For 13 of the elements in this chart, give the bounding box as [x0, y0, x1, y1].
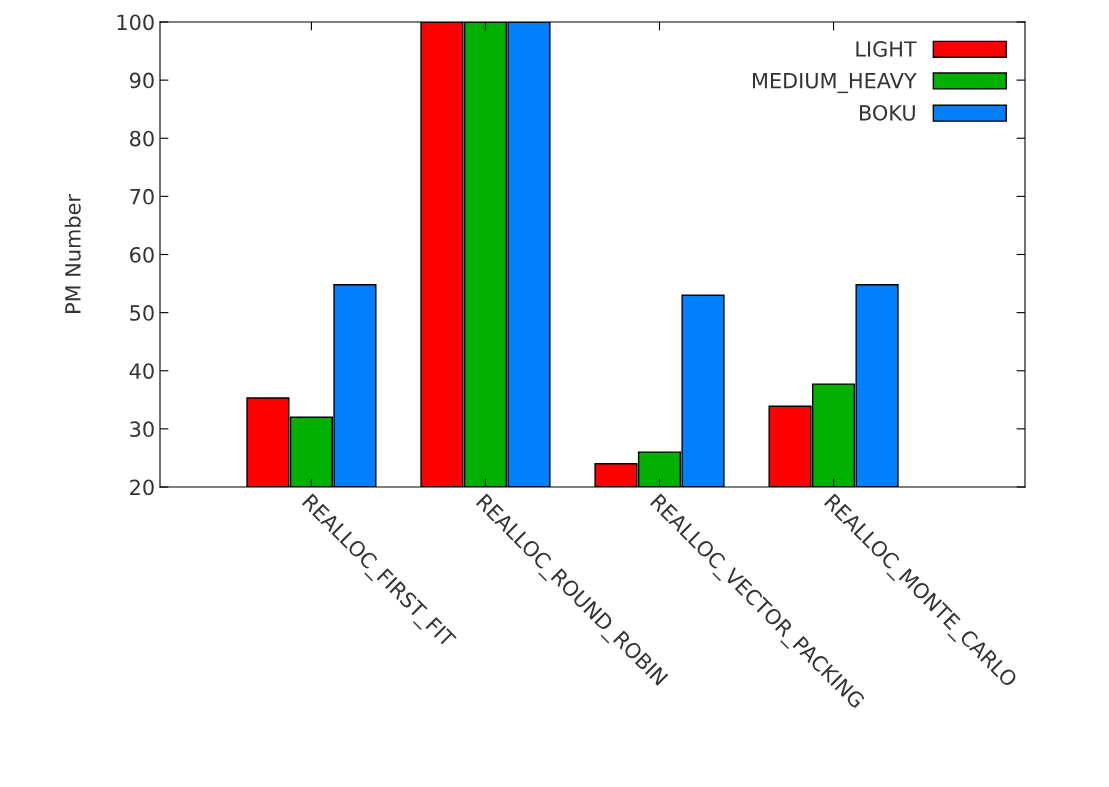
y-tick-label: 100 [117, 14, 154, 31]
legend-label: LIGHT [856, 41, 917, 57]
y-tick-label: 80 [130, 130, 154, 147]
y-tick-label: 70 [130, 188, 154, 205]
y-tick-label: 40 [129, 363, 154, 379]
legend-label: BOKU [860, 104, 915, 121]
y-tick-label: 90 [129, 72, 154, 89]
y-tick-label: 20 [130, 479, 154, 496]
legend-label: MEDIUM_HEAVY [753, 73, 917, 94]
y-tick-label: 30 [130, 421, 154, 438]
y-tick-label: 60 [130, 246, 154, 263]
y-axis-title: PM Number [64, 194, 81, 313]
y-tick-label: 50 [130, 305, 154, 321]
